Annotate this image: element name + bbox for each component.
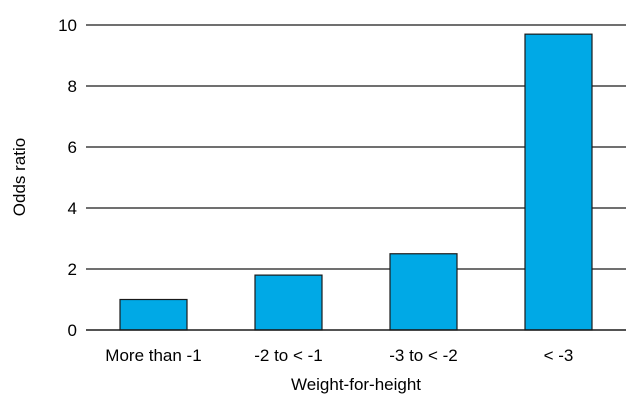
y-tick-label-0: 0 xyxy=(68,321,77,340)
y-tick-label-5: 10 xyxy=(58,16,77,35)
y-tick-label-1: 2 xyxy=(68,260,77,279)
bar-2 xyxy=(389,253,458,331)
y-tick-label-3: 6 xyxy=(68,138,77,157)
y-tick-label-2: 4 xyxy=(68,199,77,218)
x-axis-label: Weight-for-height xyxy=(291,375,421,394)
labels: Odds ratio Weight-for-height 0 2 4 6 8 10 More… xyxy=(10,16,573,394)
bar-0 xyxy=(119,298,188,331)
x-tick-label-0: More than -1 xyxy=(105,346,201,365)
bars xyxy=(119,33,593,331)
x-tick-label-3: < -3 xyxy=(544,346,574,365)
x-tick-label-2: -3 to < -2 xyxy=(389,346,458,365)
bar-3 xyxy=(524,33,593,331)
y-tick-label-4: 8 xyxy=(68,77,77,96)
y-axis-label: Odds ratio xyxy=(10,138,29,216)
bar-1 xyxy=(254,274,323,331)
x-tick-label-1: -2 to < -1 xyxy=(254,346,323,365)
